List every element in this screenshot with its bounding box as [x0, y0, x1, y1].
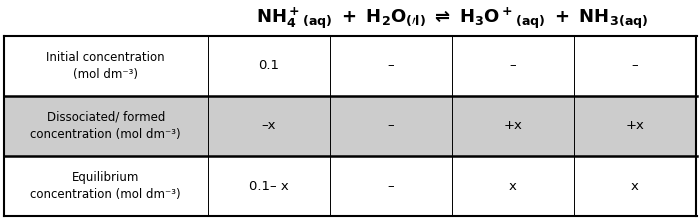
Text: Equilibrium
concentration (mol dm⁻³): Equilibrium concentration (mol dm⁻³)	[30, 171, 181, 201]
Bar	[330, 96, 452, 156]
Bar	[4, 36, 208, 96]
Text: x: x	[509, 180, 517, 193]
Text: –x: –x	[262, 120, 276, 132]
Text: –: –	[388, 59, 394, 72]
Bar	[4, 96, 208, 156]
Bar	[4, 156, 208, 216]
Bar	[452, 36, 574, 96]
Text: –: –	[631, 59, 638, 72]
Text: –: –	[388, 180, 394, 193]
Bar	[208, 96, 330, 156]
Text: –: –	[388, 120, 394, 132]
Bar	[452, 96, 574, 156]
Text: 0.1– x: 0.1– x	[249, 180, 289, 193]
Text: x: x	[631, 180, 639, 193]
Text: Initial concentration
(mol dm⁻³): Initial concentration (mol dm⁻³)	[46, 51, 165, 81]
Text: +x: +x	[625, 120, 644, 132]
Bar	[208, 36, 330, 96]
Bar	[574, 36, 696, 96]
Text: –: –	[510, 59, 516, 72]
Text: Dissociated/ formed
concentration (mol dm⁻³): Dissociated/ formed concentration (mol d…	[30, 111, 181, 141]
Bar	[574, 156, 696, 216]
Text: $\mathbf{NH_4^+}$$\mathbf{_{(aq)}}$$\mathbf{\ +\ }$$\mathbf{H_2O}$$\mathbf{_{(\p: $\mathbf{NH_4^+}$$\mathbf{_{(aq)}}$$\mat…	[256, 5, 648, 31]
Text: 0.1: 0.1	[258, 59, 279, 72]
Bar	[330, 36, 452, 96]
Bar	[330, 156, 452, 216]
Text: +x: +x	[503, 120, 522, 132]
Bar	[452, 156, 574, 216]
Bar	[208, 156, 330, 216]
Bar	[574, 96, 696, 156]
